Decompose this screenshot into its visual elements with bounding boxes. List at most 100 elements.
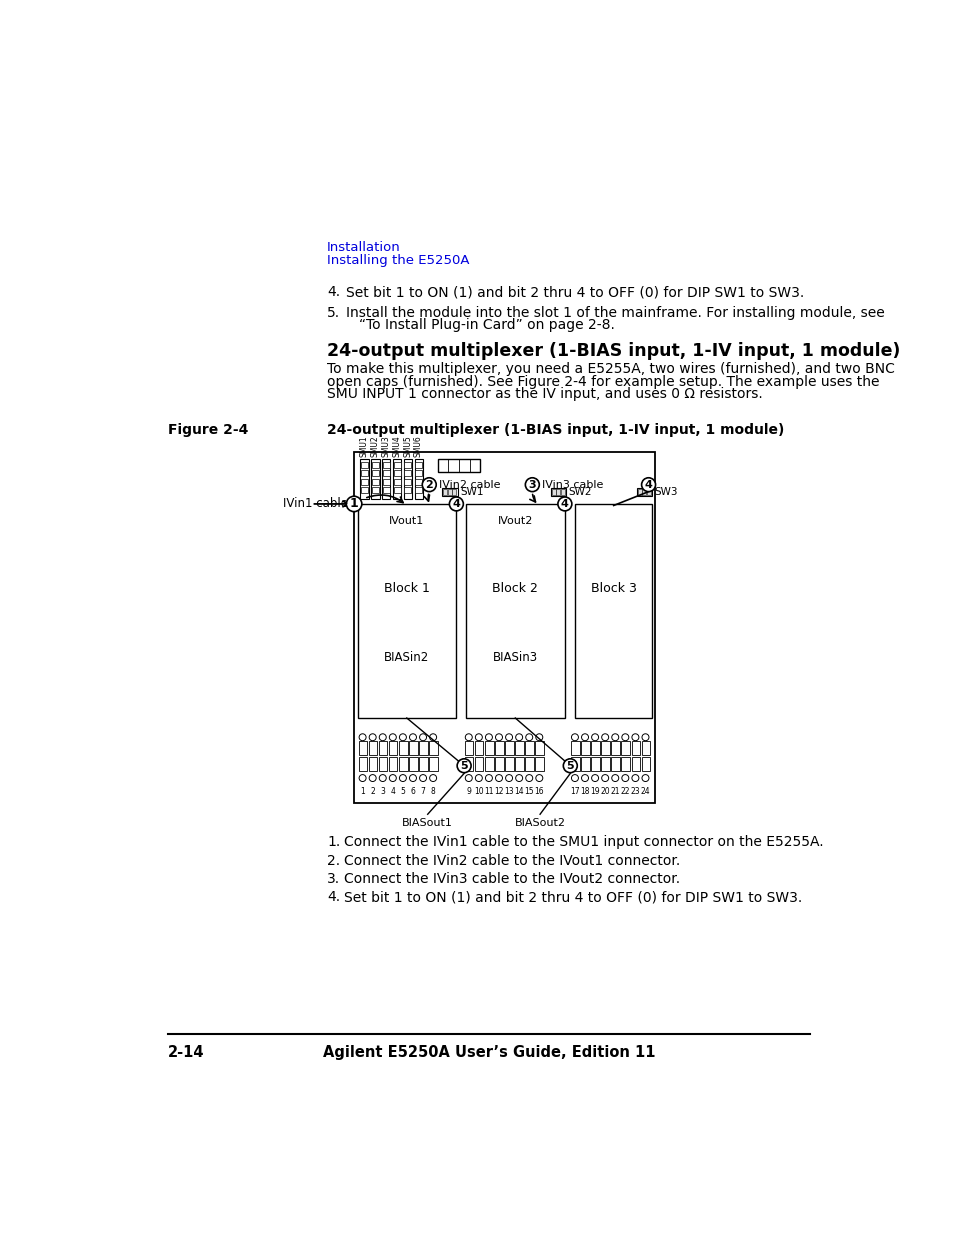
Bar [382, 471, 390, 477]
Circle shape [389, 734, 395, 741]
Text: IVin3 cable: IVin3 cable [542, 479, 603, 490]
Circle shape [399, 774, 406, 782]
Text: Figure 2-4: Figure 2-4 [168, 424, 248, 437]
Text: 18: 18 [579, 787, 589, 795]
Bar [398, 757, 407, 771]
Bar [600, 741, 609, 755]
Text: Connect the IVin1 cable to the SMU1 input connector on the E5255A.: Connect the IVin1 cable to the SMU1 inpu… [344, 835, 822, 848]
Text: 23: 23 [630, 787, 639, 795]
Text: 24-output multiplexer (1-BIAS input, 1-IV input, 1 module): 24-output multiplexer (1-BIAS input, 1-I… [327, 342, 900, 361]
Text: 4: 4 [390, 787, 395, 795]
Text: 13: 13 [504, 787, 514, 795]
Bar [409, 741, 417, 755]
Bar [360, 471, 368, 477]
Bar [641, 757, 649, 771]
Bar [535, 757, 543, 771]
Text: IVin2 cable: IVin2 cable [439, 479, 500, 490]
Circle shape [525, 478, 538, 492]
Text: 16: 16 [534, 787, 543, 795]
Text: IVout1: IVout1 [389, 516, 424, 526]
Text: 12: 12 [494, 787, 503, 795]
Text: IVout2: IVout2 [497, 516, 533, 526]
Text: 7: 7 [420, 787, 425, 795]
Text: 21: 21 [610, 787, 619, 795]
Bar [360, 478, 368, 484]
Bar [404, 462, 411, 468]
Text: 9: 9 [466, 787, 471, 795]
Bar [394, 462, 400, 468]
Bar [415, 478, 422, 484]
Bar [382, 478, 390, 484]
Text: Block 1: Block 1 [383, 582, 429, 595]
Text: Install the module into the slot 1 of the mainframe. For installing module, see: Install the module into the slot 1 of th… [346, 306, 884, 320]
Text: 2.: 2. [327, 853, 339, 867]
Bar [447, 489, 452, 495]
Circle shape [571, 734, 578, 741]
Bar [415, 471, 422, 477]
Bar [393, 458, 401, 499]
Bar [415, 487, 422, 493]
Bar [404, 487, 411, 493]
Text: Block 2: Block 2 [492, 582, 537, 595]
Bar [620, 757, 629, 771]
Text: 1: 1 [360, 787, 365, 795]
Text: BIASout1: BIASout1 [402, 818, 453, 829]
Bar [466, 504, 564, 718]
Bar [389, 757, 397, 771]
Bar [418, 741, 427, 755]
Circle shape [429, 774, 436, 782]
Text: SMU2: SMU2 [370, 436, 379, 457]
Bar [611, 741, 619, 755]
Text: 3: 3 [528, 479, 536, 490]
Circle shape [536, 734, 542, 741]
Circle shape [641, 478, 655, 492]
Bar [382, 462, 390, 468]
Bar [631, 741, 639, 755]
Text: BIASin2: BIASin2 [384, 651, 429, 664]
Text: Installation: Installation [327, 241, 400, 253]
Bar [394, 478, 400, 484]
Bar [443, 489, 447, 495]
Text: Connect the IVin2 cable to the IVout1 connector.: Connect the IVin2 cable to the IVout1 co… [344, 853, 679, 867]
Circle shape [621, 734, 628, 741]
Text: 20: 20 [599, 787, 609, 795]
Bar [418, 757, 427, 771]
Circle shape [591, 734, 598, 741]
Bar [404, 478, 411, 484]
Circle shape [485, 734, 492, 741]
Circle shape [379, 774, 386, 782]
Circle shape [419, 734, 426, 741]
Bar [372, 462, 378, 468]
Bar [551, 489, 555, 495]
Circle shape [422, 478, 436, 492]
Text: To make this multiplexer, you need a E5255A, two wires (furnished), and two BNC: To make this multiplexer, you need a E52… [327, 362, 894, 377]
Bar [580, 757, 589, 771]
Circle shape [581, 774, 588, 782]
Bar [631, 757, 639, 771]
Text: BIASout2: BIASout2 [514, 818, 565, 829]
Bar [591, 757, 599, 771]
Text: 4: 4 [644, 479, 652, 490]
Text: 22: 22 [619, 787, 629, 795]
Bar [515, 757, 523, 771]
Bar [525, 757, 534, 771]
Bar [369, 757, 377, 771]
Text: 1.: 1. [327, 835, 340, 848]
Bar [475, 757, 483, 771]
Text: BIASin3: BIASin3 [492, 651, 537, 664]
Bar [641, 489, 645, 495]
Text: 11: 11 [484, 787, 493, 795]
Bar [560, 489, 564, 495]
Bar [429, 741, 437, 755]
Text: SMU INPUT 1 connector as the IV input, and uses 0 Ω resistors.: SMU INPUT 1 connector as the IV input, a… [327, 387, 761, 401]
Bar [382, 487, 390, 493]
Bar [484, 741, 493, 755]
Bar [484, 757, 493, 771]
Circle shape [562, 758, 577, 773]
Bar [415, 462, 422, 468]
Bar [360, 487, 368, 493]
Text: 2-14: 2-14 [168, 1045, 204, 1061]
Text: “To Install Plug-in Card” on page 2-8.: “To Install Plug-in Card” on page 2-8. [359, 319, 615, 332]
Circle shape [358, 734, 366, 741]
Circle shape [379, 734, 386, 741]
